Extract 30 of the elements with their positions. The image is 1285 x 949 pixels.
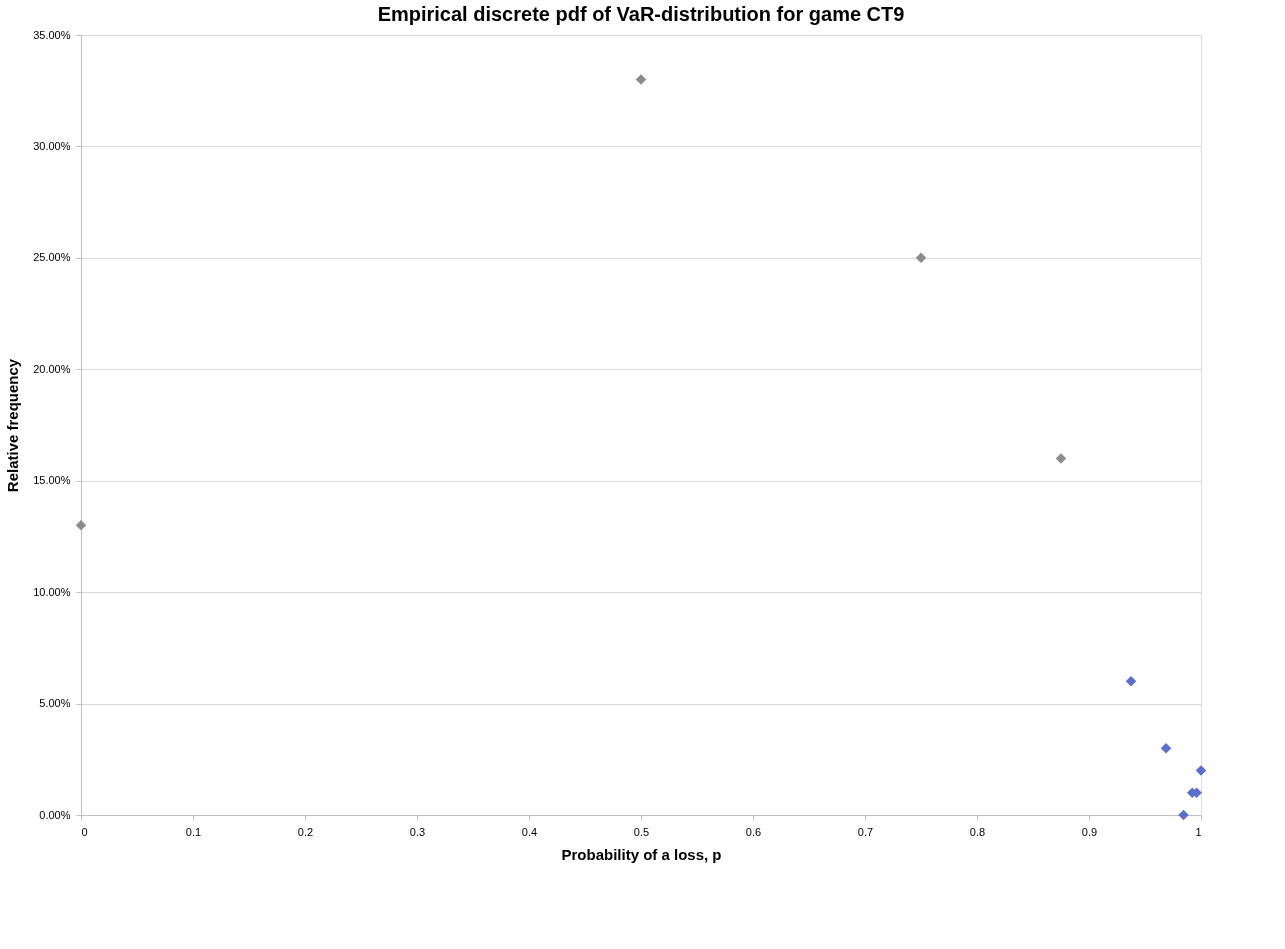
- x-tick-label: 0.6: [745, 825, 762, 838]
- y-axis-title: Relative frequency: [4, 358, 22, 493]
- point: [1178, 809, 1189, 821]
- x-tick-label: 0: [81, 825, 88, 838]
- x-tick-label: 0.2: [297, 825, 314, 838]
- x-tick-label: 0.9: [1081, 825, 1098, 838]
- y-tick-label: 30.00%: [33, 139, 71, 152]
- y-tick-label: 35.00%: [33, 28, 71, 41]
- x-tick-label: 1: [1195, 825, 1202, 838]
- point: [1125, 676, 1137, 687]
- y-tick-label: 20.00%: [33, 362, 71, 375]
- point: [1195, 765, 1207, 776]
- y-tick-label: 5.00%: [39, 697, 71, 710]
- point: [1160, 742, 1172, 754]
- chart-title: Empirical discrete pdf of VaR-distribution for game CT9: [377, 3, 905, 25]
- point: [915, 252, 927, 264]
- point: [75, 520, 87, 531]
- y-tick-label: 15.00%: [33, 474, 71, 487]
- y-tick-label: 0.00%: [39, 808, 71, 821]
- point: [635, 74, 647, 85]
- point: [1055, 453, 1067, 464]
- y-tick-label: 25.00%: [33, 251, 71, 264]
- x-tick-label: 0.4: [521, 825, 538, 838]
- x-tick-label: 0.1: [185, 825, 202, 838]
- x-tick-label: 0.7: [857, 825, 874, 838]
- y-tick-label: 10.00%: [33, 585, 71, 598]
- x-tick-label: 0.8: [969, 825, 986, 838]
- x-axis-title: Probability of a loss, p: [561, 845, 722, 863]
- x-tick-label: 0.3: [409, 825, 426, 838]
- x-tick-label: 0.5: [633, 825, 650, 838]
